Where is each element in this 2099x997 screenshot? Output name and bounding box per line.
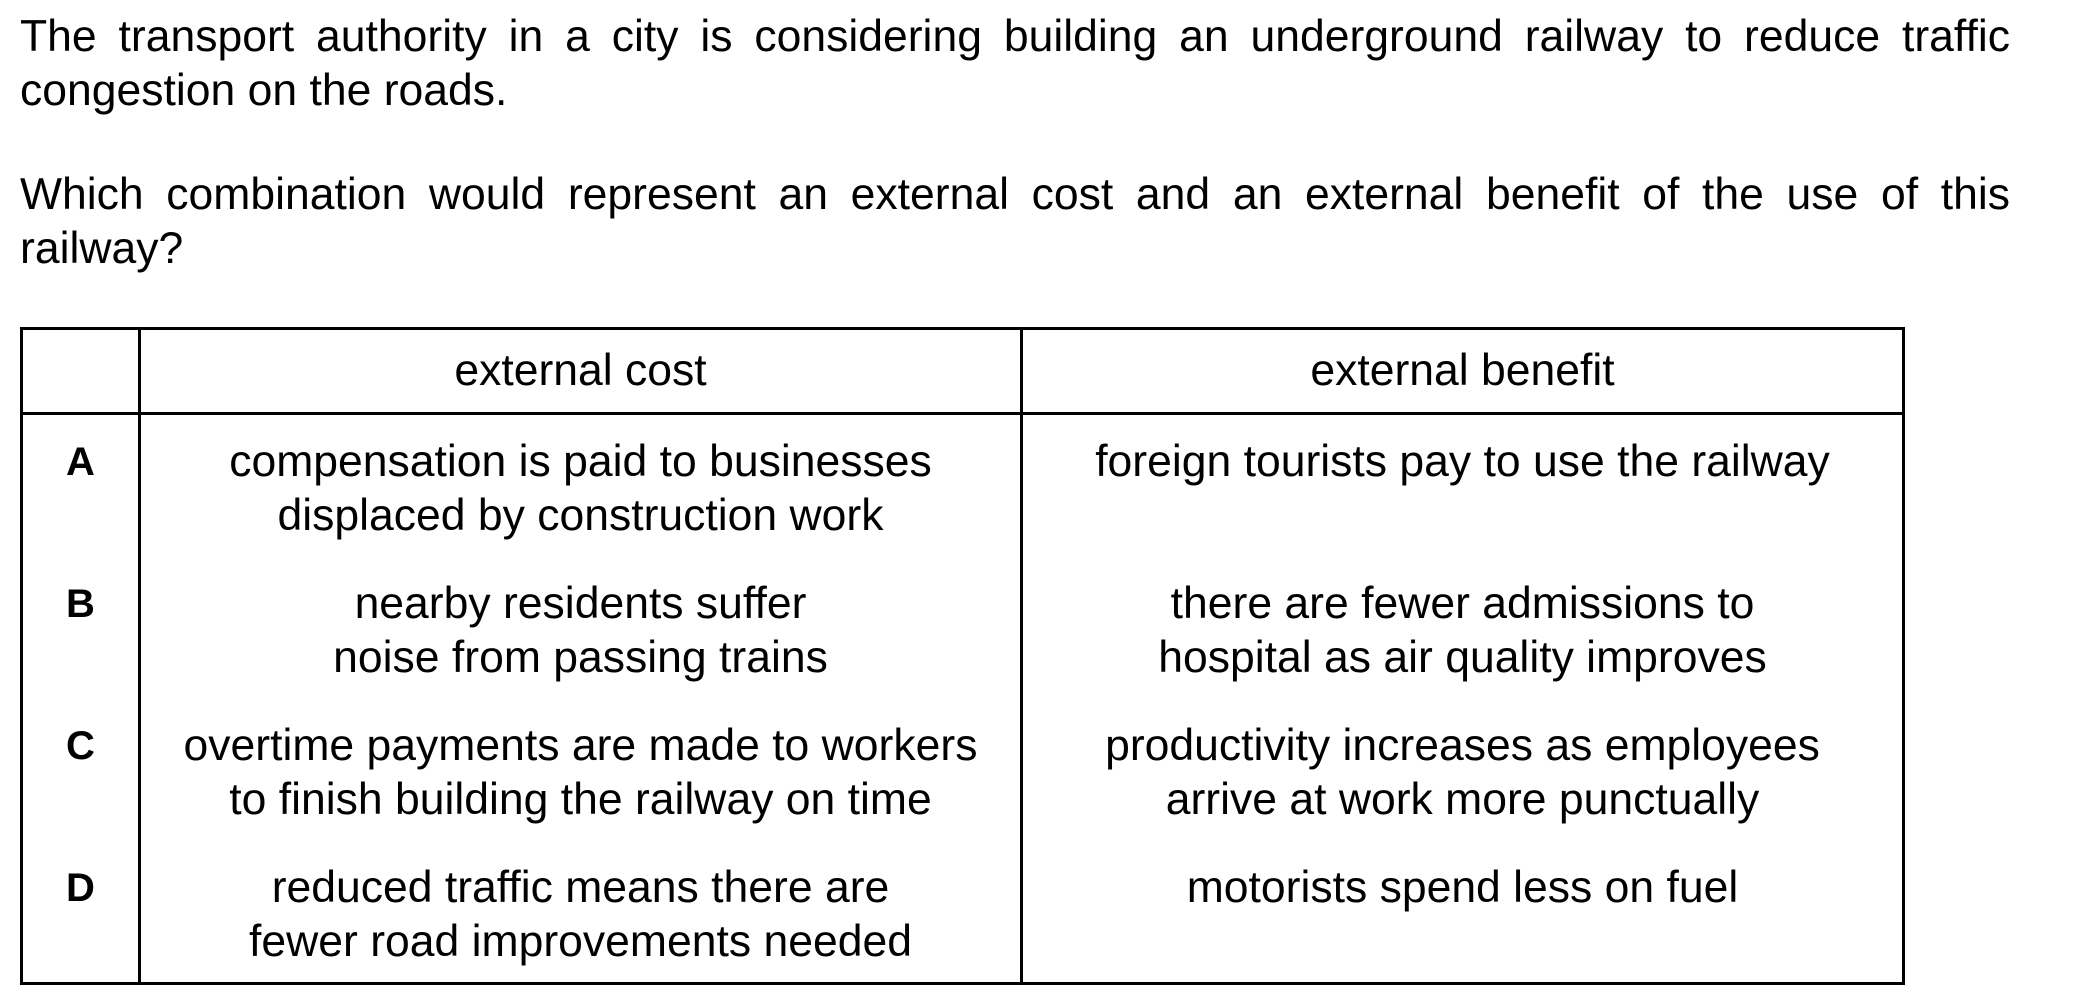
option-row-c: C overtime payments are made to workers … [20,697,1905,839]
header-external-cost: external cost [138,327,1023,415]
header-external-benefit: external benefit [1020,327,1905,415]
option-benefit: there are fewer admissions to hospital a… [1020,555,1905,697]
question-prompt: Which combination would represent an ext… [20,170,2010,273]
option-cost: overtime payments are made to workers to… [138,697,1023,839]
option-letter: B [20,555,141,697]
option-row-a: A compensation is paid to businesses dis… [20,413,1905,555]
option-letter: C [20,697,141,839]
option-cost: compensation is paid to businesses displ… [138,413,1023,555]
options-table: external cost external benefit A compens… [20,327,1905,985]
option-benefit: motorists spend less on fuel [1020,839,1905,985]
header-letter [20,327,141,415]
option-row-d: D reduced traffic means there are fewer … [20,839,1905,985]
option-benefit: foreign tourists pay to use the railway [1020,413,1905,555]
table-header-row: external cost external benefit [20,327,1905,415]
option-benefit: productivity increases as employees arri… [1020,697,1905,839]
option-letter: D [20,839,141,985]
option-letter: A [20,413,141,555]
option-cost: nearby residents suffer noise from passi… [138,555,1023,697]
option-row-b: B nearby residents suffer noise from pas… [20,555,1905,697]
question-stem: The transport authority in a city is con… [20,12,2010,115]
option-cost: reduced traffic means there are fewer ro… [138,839,1023,985]
